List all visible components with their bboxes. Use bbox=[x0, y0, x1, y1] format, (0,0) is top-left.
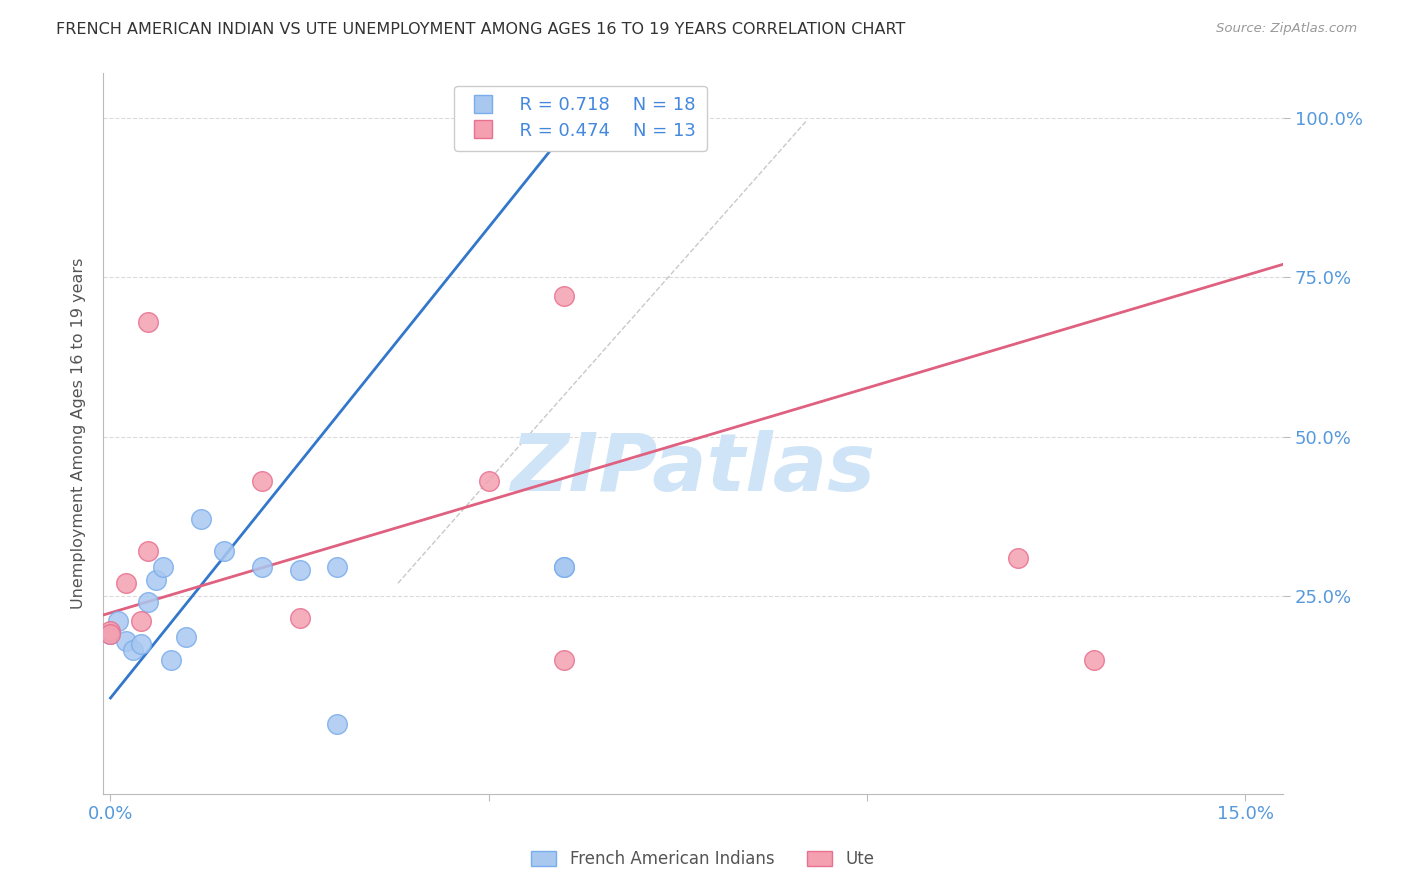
Text: ZIPatlas: ZIPatlas bbox=[510, 430, 876, 508]
Point bbox=[553, 560, 575, 574]
Point bbox=[129, 637, 152, 651]
Point bbox=[107, 615, 129, 629]
Text: Source: ZipAtlas.com: Source: ZipAtlas.com bbox=[1216, 22, 1357, 36]
Point bbox=[250, 474, 273, 488]
Point bbox=[136, 595, 159, 609]
Point bbox=[1007, 550, 1029, 565]
Point bbox=[288, 564, 311, 578]
Point bbox=[100, 627, 122, 641]
Point bbox=[1083, 653, 1105, 667]
Y-axis label: Unemployment Among Ages 16 to 19 years: Unemployment Among Ages 16 to 19 years bbox=[72, 258, 86, 609]
Point bbox=[553, 289, 575, 303]
Point bbox=[288, 611, 311, 625]
Point bbox=[174, 631, 197, 645]
Point bbox=[100, 624, 122, 638]
Point bbox=[136, 315, 159, 329]
Legend:   R = 0.718    N = 18,   R = 0.474    N = 13: R = 0.718 N = 18, R = 0.474 N = 13 bbox=[454, 86, 707, 151]
Point bbox=[326, 716, 349, 731]
Point bbox=[152, 560, 174, 574]
Legend: French American Indians, Ute: French American Indians, Ute bbox=[524, 844, 882, 875]
Point bbox=[114, 633, 136, 648]
Point bbox=[553, 560, 575, 574]
Point bbox=[326, 560, 349, 574]
Point bbox=[190, 512, 212, 526]
Text: FRENCH AMERICAN INDIAN VS UTE UNEMPLOYMENT AMONG AGES 16 TO 19 YEARS CORRELATION: FRENCH AMERICAN INDIAN VS UTE UNEMPLOYME… bbox=[56, 22, 905, 37]
Point bbox=[160, 653, 183, 667]
Point bbox=[114, 576, 136, 591]
Point bbox=[553, 653, 575, 667]
Point bbox=[250, 560, 273, 574]
Point bbox=[136, 544, 159, 558]
Point bbox=[478, 474, 501, 488]
Point bbox=[100, 627, 122, 641]
Point bbox=[129, 615, 152, 629]
Point bbox=[122, 643, 145, 657]
Point bbox=[212, 544, 235, 558]
Point bbox=[145, 573, 167, 587]
